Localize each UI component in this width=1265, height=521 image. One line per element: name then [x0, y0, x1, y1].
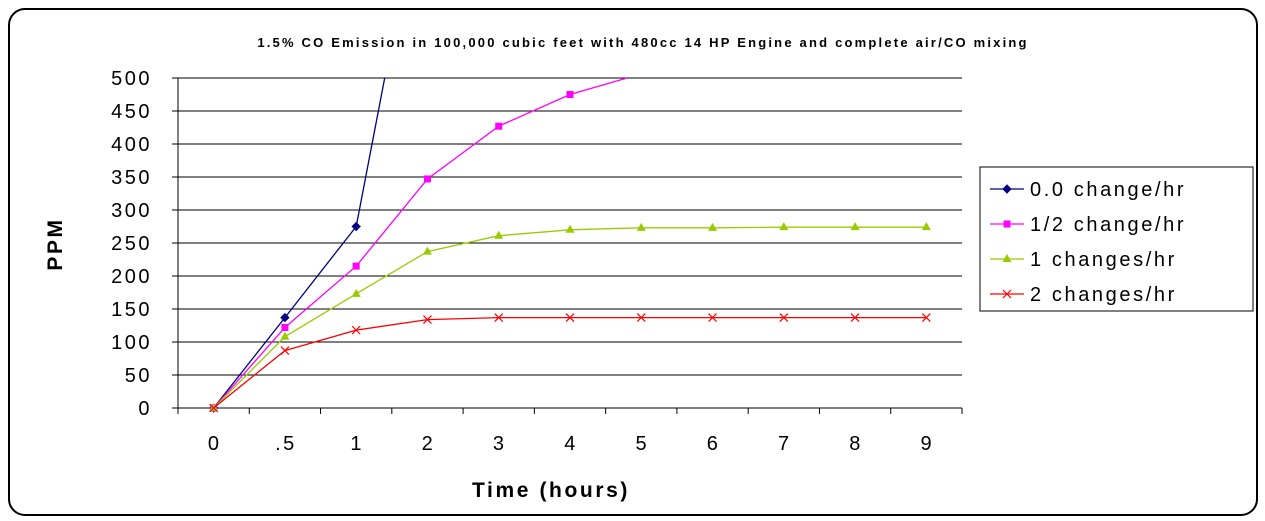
data-point — [209, 403, 219, 413]
marker-stroke — [565, 313, 575, 323]
data-point — [636, 222, 646, 231]
data-point — [565, 224, 575, 233]
x-tick-label: 3 — [493, 433, 507, 455]
data-point — [495, 122, 503, 130]
marker-stroke — [921, 313, 931, 323]
x-tick-label: 6 — [707, 433, 721, 455]
data-point — [351, 288, 361, 297]
legend-label: 2 changes/hr — [1030, 284, 1177, 306]
data-point — [708, 313, 717, 323]
marker-stroke — [209, 403, 219, 413]
x-tick-label: 9 — [921, 433, 935, 455]
gridlines — [172, 77, 962, 409]
data-point — [351, 325, 361, 335]
legend-marker — [1002, 254, 1012, 262]
data-point — [850, 313, 860, 323]
data-point — [708, 222, 718, 231]
legend-marker — [1002, 184, 1012, 194]
y-axis-title: PPM — [44, 217, 67, 270]
data-point — [280, 346, 290, 356]
data-point — [921, 313, 931, 323]
series-group — [208, 77, 931, 413]
legend-item: 1/2 change/hr — [990, 214, 1186, 236]
marker-stroke — [708, 313, 717, 323]
data-point — [280, 331, 290, 340]
data-point — [280, 312, 290, 323]
axes — [177, 78, 963, 414]
chart-frame — [8, 8, 1258, 516]
legend-box — [979, 166, 1254, 312]
legend: 0.0 change/hr 1/2 change/hr 1 changes/hr 2 … — [979, 166, 1254, 312]
data-point — [921, 222, 931, 231]
marker-stroke — [636, 313, 646, 323]
data-point — [281, 323, 289, 331]
data-point — [423, 315, 432, 324]
data-point — [566, 91, 574, 98]
y-tick-label: 250 — [111, 233, 152, 255]
data-point — [422, 246, 432, 255]
chart-title: 1.5% CO Emission in 100,000 cubic feet w… — [257, 35, 1028, 50]
data-point — [850, 222, 860, 231]
data-point — [423, 175, 431, 183]
y-tick-label: 150 — [111, 299, 152, 321]
marker-stroke — [280, 346, 290, 356]
marker-stroke — [494, 313, 504, 323]
legend-item: 0.0 change/hr — [990, 179, 1186, 201]
series-3 — [209, 222, 931, 411]
x-tick-label: .5 — [275, 433, 297, 455]
x-tick-label: 0 — [208, 433, 222, 455]
data-point — [352, 262, 360, 270]
legend-label: 0.0 change/hr — [1030, 179, 1186, 201]
legend-marker — [1002, 289, 1012, 299]
y-tick-label: 400 — [111, 134, 152, 156]
marker-stroke — [850, 313, 860, 323]
series-4 — [209, 313, 931, 413]
legend-label: 1/2 change/hr — [1030, 214, 1186, 236]
legend-item: 2 changes/hr — [990, 284, 1177, 306]
series-line — [213, 77, 386, 409]
x-tick-label: 8 — [849, 433, 863, 455]
legend-item: 1 changes/hr — [990, 249, 1177, 271]
y-tick-label: 500 — [111, 68, 152, 90]
data-point — [494, 230, 504, 239]
y-tick-label: 450 — [111, 101, 152, 123]
y-tick-labels: 0 50 100 150 200 250 300 350 400 450 500 — [111, 68, 152, 420]
data-point — [636, 313, 646, 323]
y-tick-label: 50 — [125, 365, 152, 387]
data-point — [779, 313, 789, 323]
y-tick-label: 300 — [111, 200, 152, 222]
y-tick-label: 200 — [111, 266, 152, 288]
data-point — [494, 313, 504, 323]
data-point — [209, 403, 219, 411]
marker-stroke — [779, 313, 789, 323]
x-axis-title: Time (hours) — [472, 479, 630, 502]
x-tick-label: 7 — [778, 433, 792, 455]
y-tick-label: 350 — [111, 167, 152, 189]
marker-stroke — [1002, 289, 1012, 299]
marker-stroke — [351, 325, 361, 335]
x-tick-label: 4 — [564, 433, 578, 455]
x-tick-label: 5 — [635, 433, 649, 455]
legend-marker — [1003, 220, 1011, 228]
data-point — [565, 313, 575, 323]
data-point — [779, 222, 789, 231]
x-tick-label: 2 — [422, 433, 436, 455]
legend-label: 1 changes/hr — [1030, 249, 1177, 271]
marker-stroke — [423, 315, 432, 324]
y-tick-label: 100 — [111, 332, 152, 354]
y-tick-label: 0 — [138, 398, 152, 420]
x-tick-labels: 0 .5 1 2 3 4 5 6 7 8 9 — [208, 433, 935, 455]
x-tick-label: 1 — [350, 433, 364, 455]
data-point — [351, 221, 361, 232]
